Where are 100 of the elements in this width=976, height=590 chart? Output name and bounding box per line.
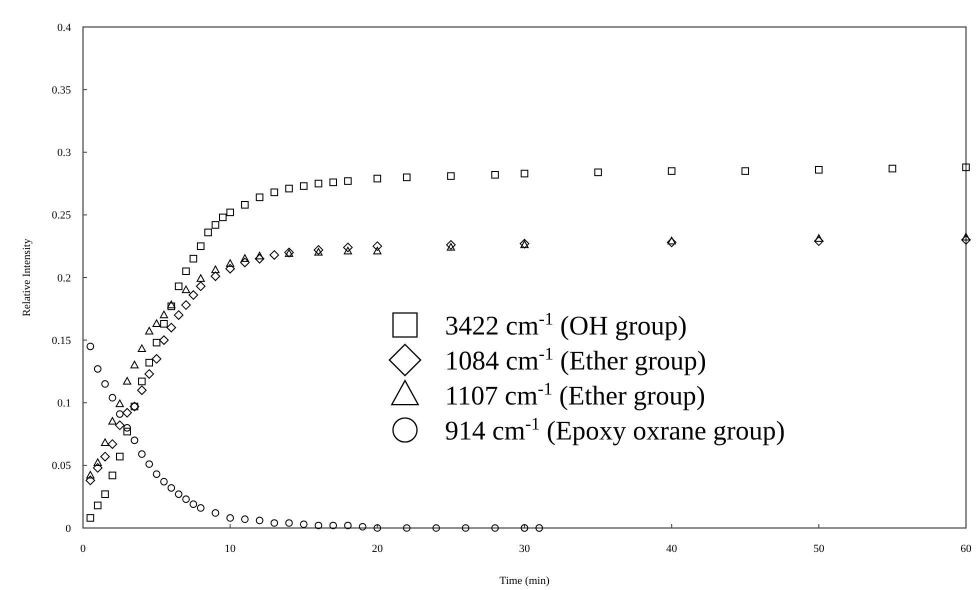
point xyxy=(196,504,205,512)
point xyxy=(123,428,131,436)
x-tick-label: 50 xyxy=(813,543,825,555)
point xyxy=(159,335,169,345)
x-tick-label: 20 xyxy=(372,543,384,555)
point xyxy=(240,258,250,268)
point xyxy=(314,248,323,256)
point xyxy=(256,194,264,202)
point xyxy=(116,410,124,418)
point xyxy=(255,252,264,260)
y-axis-title: Relative Intensity xyxy=(21,238,33,316)
point xyxy=(190,254,198,263)
x-tick-label: 10 xyxy=(224,543,236,555)
y-tick-label: 0 xyxy=(66,522,72,535)
point xyxy=(160,478,168,486)
point xyxy=(115,420,125,430)
point xyxy=(374,524,382,532)
point xyxy=(240,254,250,262)
point xyxy=(491,170,499,179)
y-tick-label: 0.35 xyxy=(52,84,72,96)
point xyxy=(241,515,249,524)
point xyxy=(182,267,190,276)
point xyxy=(329,522,337,530)
point xyxy=(888,164,896,172)
point xyxy=(168,302,176,310)
legend-label: 1084 cm$^{-1}$ (Ether group) xyxy=(445,343,706,376)
point xyxy=(241,201,249,209)
point xyxy=(130,360,139,368)
point xyxy=(86,342,94,350)
point xyxy=(814,234,823,242)
point xyxy=(270,250,280,260)
point xyxy=(520,524,528,532)
point xyxy=(86,514,94,522)
x-tick-label: 40 xyxy=(666,543,678,555)
point xyxy=(100,452,110,462)
point xyxy=(101,380,109,388)
point xyxy=(446,242,456,251)
point xyxy=(314,522,322,530)
point xyxy=(343,242,353,252)
point xyxy=(182,286,190,294)
point xyxy=(167,300,176,308)
point xyxy=(145,460,154,468)
point xyxy=(92,463,103,473)
point xyxy=(374,174,382,182)
point xyxy=(174,490,182,498)
point xyxy=(94,458,102,466)
point xyxy=(138,344,146,352)
point xyxy=(116,452,124,460)
point xyxy=(491,524,499,532)
point xyxy=(254,254,264,264)
point xyxy=(108,394,116,402)
point xyxy=(741,167,750,175)
point xyxy=(226,514,234,522)
point xyxy=(344,246,352,254)
point xyxy=(160,320,168,328)
point xyxy=(402,174,411,182)
point xyxy=(122,408,132,418)
point xyxy=(402,524,411,532)
point xyxy=(668,167,676,175)
point xyxy=(152,338,160,346)
x-tick-label: 60 xyxy=(960,543,972,555)
point xyxy=(344,177,352,185)
point xyxy=(188,290,198,300)
y-tick-label: 0.05 xyxy=(52,460,72,472)
point xyxy=(962,232,970,241)
point xyxy=(594,168,602,176)
point xyxy=(256,516,264,524)
point xyxy=(190,500,198,508)
point xyxy=(520,170,528,178)
point xyxy=(196,274,205,282)
point xyxy=(138,450,146,458)
point xyxy=(666,238,676,248)
legend-label: 1107 cm$^{-1}$ (Ether group) xyxy=(445,378,706,410)
point xyxy=(137,385,147,396)
point xyxy=(314,180,322,188)
point xyxy=(174,310,184,320)
legend-label: 914 cm$^{-1}$ (Epoxy oxrane group) xyxy=(445,413,786,446)
y-tick-label: 0.1 xyxy=(57,398,71,410)
point xyxy=(226,259,234,267)
point xyxy=(168,484,176,492)
point xyxy=(166,322,176,332)
point xyxy=(116,400,124,408)
point xyxy=(204,228,212,236)
point xyxy=(196,281,206,292)
point xyxy=(462,524,470,532)
point xyxy=(123,377,132,385)
point xyxy=(300,182,308,190)
point xyxy=(270,188,278,196)
y-tick-label: 0.15 xyxy=(52,334,72,347)
point xyxy=(138,378,146,386)
legend-label: 3422 cm$^{-1}$ (OH group) xyxy=(445,308,687,340)
point xyxy=(344,522,352,530)
point xyxy=(86,476,96,486)
point xyxy=(108,472,116,480)
point xyxy=(535,524,544,532)
point xyxy=(432,524,440,532)
point xyxy=(285,184,293,192)
point xyxy=(300,520,308,528)
point xyxy=(358,522,366,531)
y-tick-label: 0.2 xyxy=(57,272,71,284)
